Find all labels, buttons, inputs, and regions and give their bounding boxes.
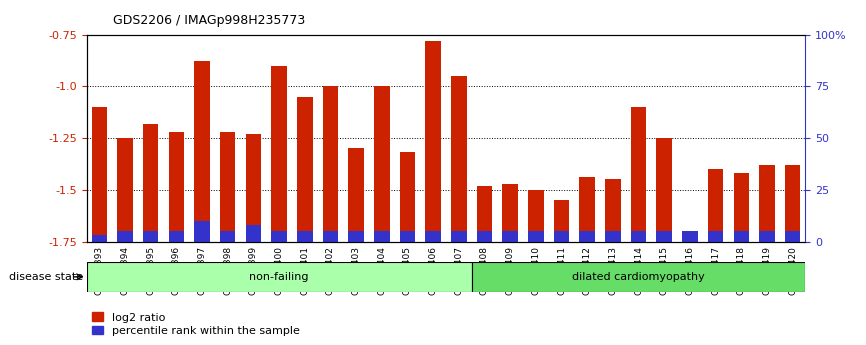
Bar [553,231,569,241]
Bar [579,177,595,242]
Bar [118,231,132,241]
Bar [220,231,236,241]
Bar [425,231,441,241]
Bar [553,200,569,242]
Bar [605,231,621,241]
Bar [92,107,107,242]
Bar [323,231,338,241]
Bar [579,231,595,241]
Bar [477,231,492,241]
Bar [528,190,544,242]
Bar [271,66,287,242]
Text: dilated cardiomyopathy: dilated cardiomyopathy [572,272,705,282]
Bar [400,231,415,241]
Bar [682,231,697,241]
Bar [220,132,236,241]
Bar [630,107,646,242]
Bar [323,86,338,241]
Bar [759,231,774,241]
Bar [785,231,800,241]
Text: GDS2206 / IMAGp998H235773: GDS2206 / IMAGp998H235773 [113,14,305,27]
Bar [656,138,672,241]
Bar [708,231,723,241]
Text: disease state: disease state [9,272,83,282]
FancyBboxPatch shape [87,262,472,292]
Bar [169,231,184,241]
Bar [400,152,415,242]
Bar [169,132,184,241]
Bar [143,231,158,241]
Bar [297,97,313,242]
Bar [502,184,518,242]
Text: non-failing: non-failing [249,272,309,282]
Bar [118,138,132,241]
Bar [656,231,672,241]
Bar [271,231,287,241]
Bar [348,148,364,242]
Bar [194,221,210,242]
Bar [451,76,467,242]
Bar [297,231,313,241]
Bar [246,225,262,241]
Bar [451,231,467,241]
Bar [477,186,492,242]
Bar [734,173,749,242]
Legend: log2 ratio, percentile rank within the sample: log2 ratio, percentile rank within the s… [92,313,300,336]
Bar [785,165,800,242]
Bar [734,231,749,241]
Bar [605,179,621,242]
Bar [92,235,107,242]
Bar [528,231,544,241]
Bar [630,231,646,241]
Bar [246,134,262,242]
Bar [374,86,390,241]
Bar [425,41,441,242]
Bar [194,61,210,242]
Bar [348,231,364,241]
FancyBboxPatch shape [472,262,805,292]
Bar [708,169,723,241]
Bar [374,231,390,241]
Bar [759,165,774,242]
Bar [143,124,158,242]
Bar [502,231,518,241]
